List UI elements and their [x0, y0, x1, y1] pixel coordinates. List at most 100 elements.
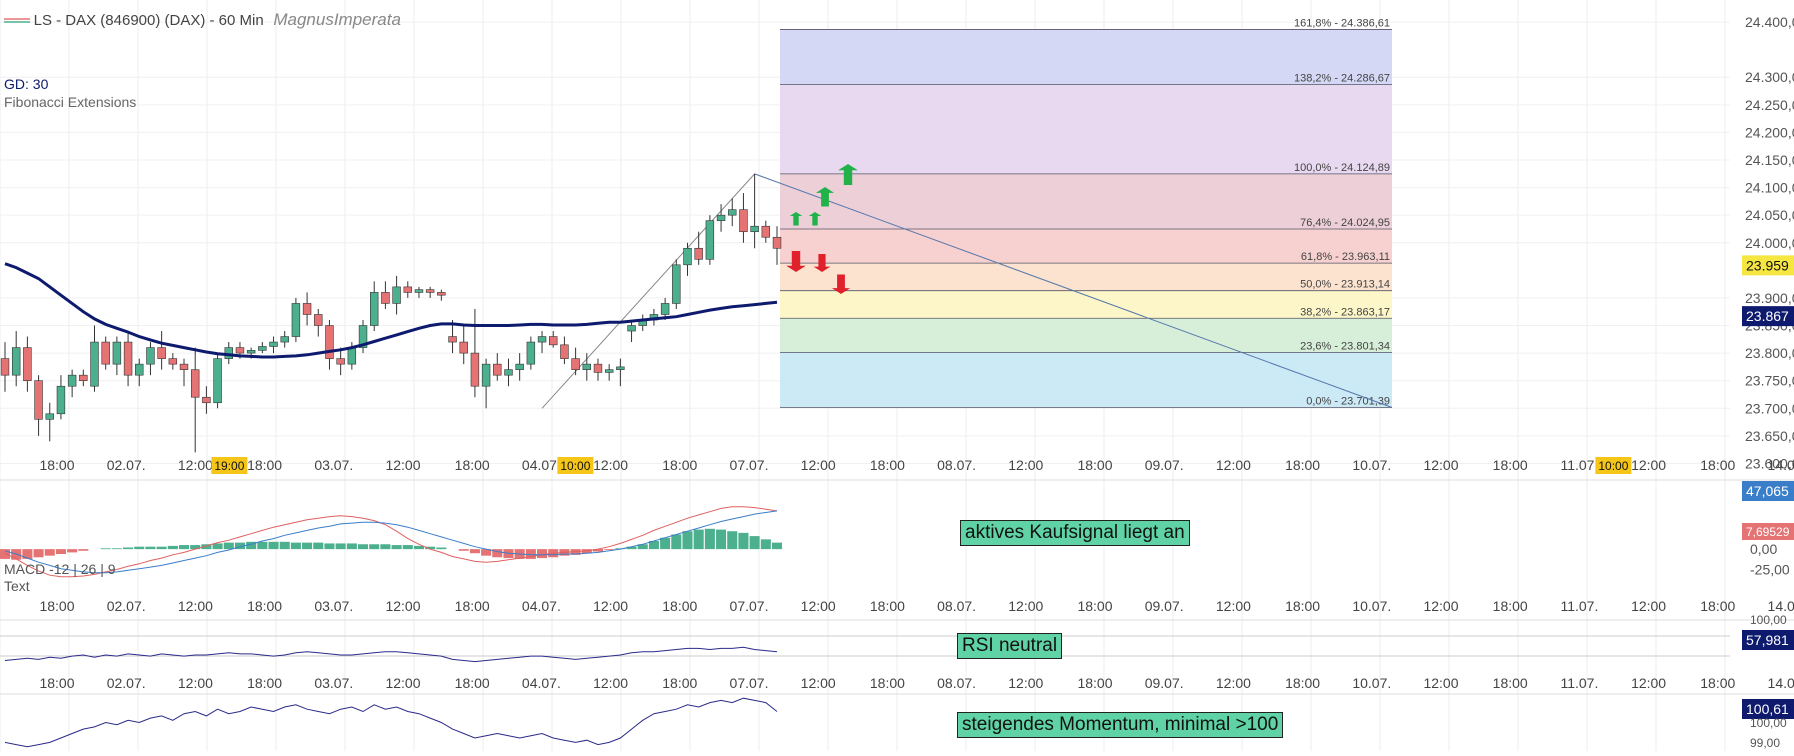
fib-level-label: 161,8% - 24.386,61 [1294, 17, 1390, 29]
macd-title[interactable]: MACD -12 | 26 | 9 [4, 561, 116, 577]
x-tick-label: 12:00 [385, 675, 420, 691]
candle [280, 331, 289, 348]
macd-histogram-bar [436, 547, 447, 550]
momentum-y-tick: 99,00 [1750, 736, 1780, 750]
candle [11, 331, 21, 387]
x-tick-label: 12:00 [1216, 457, 1251, 473]
momentum-signal-box: steigendes Momentum, minimal >100 [957, 712, 1284, 738]
candle [560, 336, 569, 365]
x-tick-label: 18:00 [1285, 675, 1320, 691]
macd-histogram-bar [481, 549, 492, 556]
x-tick-label: 12:00 [1631, 675, 1666, 691]
y-tick-label: 23.600,00 [1745, 455, 1794, 471]
rsi-value-badge [1742, 630, 1794, 650]
candle-body [336, 358, 345, 365]
momentum-y-tick: 100,00 [1750, 716, 1787, 730]
chart-title: LS - DAX (846900) (DAX) - 60 Min [33, 12, 264, 29]
legend-swatch-icon [4, 12, 30, 27]
candle-body [135, 363, 144, 376]
candle [392, 275, 401, 315]
candle [56, 375, 66, 420]
x-highlight-label: 10:00 [1598, 459, 1628, 473]
x-tick-label: 12:00 [1008, 675, 1043, 691]
candle-body [750, 225, 759, 233]
x-tick-label: 11.07. [1560, 457, 1598, 473]
candle-body [761, 225, 771, 238]
candle-body [325, 325, 334, 359]
x-tick-label: 11.07. [1560, 675, 1598, 691]
y-tick-label: 24.400,00 [1745, 14, 1794, 30]
macd-histogram-bar [637, 544, 648, 550]
candle [481, 358, 491, 409]
x-tick-label: 14.07. [1768, 598, 1794, 614]
macd-histogram-bar [760, 539, 771, 550]
macd-histogram-bar [537, 549, 548, 559]
candle [381, 281, 390, 309]
candle [179, 358, 189, 387]
fib-zone [780, 318, 1392, 353]
x-tick-label: 18:00 [870, 675, 905, 691]
macd-histogram-bar [693, 529, 704, 550]
x-tick-label: 18:00 [1493, 598, 1528, 614]
candle-body [504, 369, 513, 376]
candle-body [459, 341, 468, 354]
candle [414, 286, 424, 298]
trend-line-up [541, 173, 755, 409]
candle-body [235, 347, 245, 354]
candle-body [347, 347, 357, 365]
x-tick-label: 08.07. [937, 675, 976, 691]
x-tick-label: 04.07. [522, 598, 561, 614]
candle-body [179, 363, 189, 370]
y-tick-label: 23.650,00 [1745, 428, 1794, 444]
macd-histogram-bar [257, 541, 268, 550]
x-tick-label: 08.07. [937, 457, 976, 473]
macd-histogram-bar [592, 549, 604, 552]
macd-histogram-bar [33, 549, 44, 558]
x-tick-label: 10.07. [1352, 598, 1391, 614]
candle-body [246, 350, 256, 354]
y-tick-label: 24.050,00 [1745, 207, 1794, 223]
x-tick-label: 04.07. [522, 675, 561, 691]
rsi-value-text: 57,981 [1746, 632, 1789, 648]
candle [291, 297, 301, 343]
indicator-fib-label[interactable]: Fibonacci Extensions [4, 94, 137, 110]
candle [213, 353, 222, 409]
candle [168, 353, 178, 370]
x-tick-label: 12:00 [178, 457, 213, 473]
macd-histogram-bar [55, 549, 66, 555]
fib-zone [780, 84, 1392, 174]
x-tick-label: 18:00 [662, 457, 697, 473]
candle-body [146, 347, 155, 365]
x-tick-label: 03.07. [314, 598, 353, 614]
rsi-y-tick: 100,00 [1750, 613, 1787, 627]
candle-body [425, 289, 435, 293]
candle-body [672, 264, 681, 304]
macd-text-label: Text [4, 578, 30, 594]
macd-histogram-bar [324, 543, 335, 550]
x-tick-label: 18:00 [1493, 675, 1528, 691]
macd-histogram-bar [246, 541, 257, 550]
x-tick-label: 12:00 [178, 598, 213, 614]
macd-histogram-bar [391, 545, 402, 550]
x-tick-label: 02.07. [107, 675, 146, 691]
macd-histogram-bar [413, 545, 425, 550]
sell-arrow-icon [831, 274, 851, 294]
macd-histogram-bar [604, 549, 615, 550]
x-tick-label: 03.07. [314, 675, 353, 691]
x-tick-label: 08.07. [937, 598, 976, 614]
x-tick-label: 12:00 [1008, 598, 1043, 614]
candle-body [381, 292, 390, 304]
candle-body [705, 220, 715, 260]
x-tick-label: 12:00 [1423, 598, 1458, 614]
macd-histogram-bar [134, 546, 145, 550]
y-tick-label: 23.750,00 [1745, 373, 1794, 389]
macd-histogram-bar [223, 542, 234, 550]
candle-body [739, 209, 748, 233]
macd-histogram-bar [380, 544, 391, 550]
macd-histogram-bar [704, 528, 715, 550]
macd-histogram-bar [234, 542, 245, 550]
indicator-gd-label[interactable]: GD: 30 [4, 76, 49, 92]
candle-body [157, 347, 166, 359]
macd-histogram-bar [525, 549, 536, 559]
